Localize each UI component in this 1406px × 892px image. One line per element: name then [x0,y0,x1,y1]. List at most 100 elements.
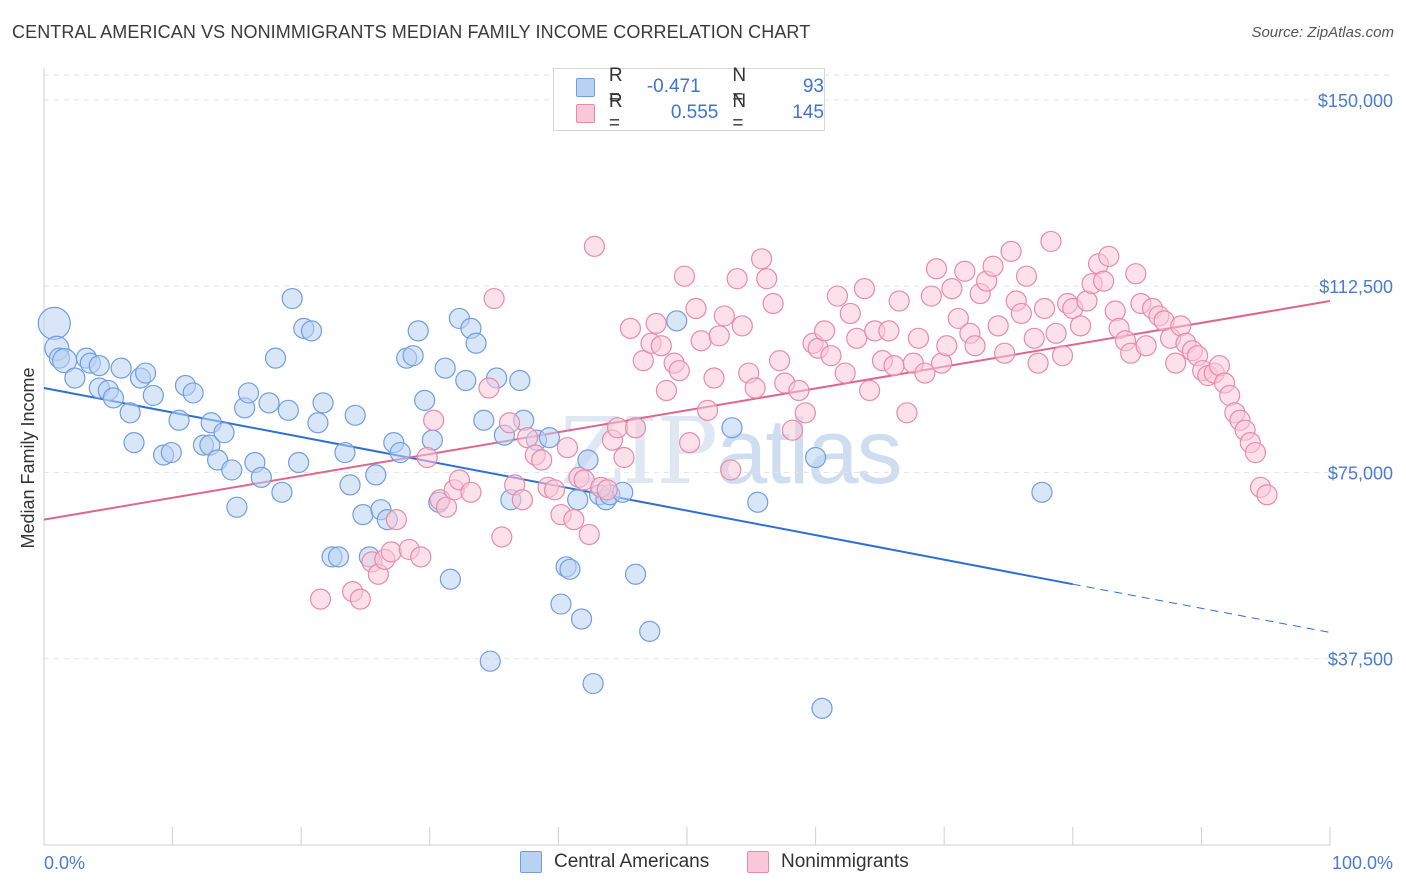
legend-n-value: 145 [792,102,824,123]
data-point [559,558,581,580]
data-point [134,362,157,384]
data-point [435,496,458,518]
data-point [509,369,531,392]
legend-r-label: R = [608,65,623,108]
data-point [344,404,366,426]
data-point [964,335,986,357]
data-point [516,427,539,449]
data-point [668,359,690,382]
data-point [465,332,487,354]
legend-r-value: 0.555 [670,102,719,123]
data-point [258,392,280,414]
data-point [920,285,942,307]
data-point [385,509,407,531]
data-point [708,325,730,347]
y-tick-label: $112,500 [1319,277,1393,297]
data-point [410,546,432,568]
data-point [1135,335,1157,357]
data-point [1045,322,1067,344]
data-point [389,441,411,464]
data-point [288,451,310,474]
data-point [498,412,521,434]
data-point [414,389,436,411]
legend-n-value: 93 [802,76,824,97]
data-point [632,350,654,372]
data-point [582,672,604,695]
x-tick-label-max: 100.0% [1332,853,1393,873]
data-point [878,320,900,342]
data-point [110,357,132,379]
data-point [583,235,606,257]
data-point [1000,240,1022,262]
legend-row-nonimmigrants: R = 0.555 N = 145 [576,91,824,134]
series-central-americans [37,287,1053,719]
data-point [713,305,735,327]
data-point [853,278,876,300]
data-point [213,422,235,444]
data-point [794,402,816,424]
data-point [982,255,1004,277]
data-point [624,417,647,439]
data-point [834,362,856,384]
data-point [543,479,566,501]
bottom-legend-label: Nonimmigrants [781,851,909,872]
data-point [839,302,861,325]
data-point [987,315,1009,337]
data-point [678,432,701,454]
axes [43,68,1331,846]
data-point [277,399,299,421]
data-point [160,441,182,464]
data-point [550,593,572,615]
data-point [182,382,204,404]
data-point [473,409,495,431]
data-point [1069,315,1092,337]
legend-n-label: N = [732,65,747,108]
data-point [250,466,272,488]
data-points [37,230,1278,719]
data-point [896,402,918,424]
grid-lines [44,74,1392,660]
data-point [221,459,243,481]
data-point [781,419,804,441]
data-point [888,290,910,312]
data-point [690,330,712,352]
data-point [37,306,71,340]
data-point [237,382,260,404]
data-point [309,588,332,610]
data-point [731,315,753,337]
data-point [1010,302,1032,325]
data-point [655,379,678,402]
data-point [1051,345,1074,367]
data-point [578,523,600,546]
data-point [846,327,868,349]
data-point [1125,263,1147,285]
correlation-legend: R = -0.471 N = 93 R = 0.555 N = 145 [553,65,825,134]
data-point [936,335,958,357]
data-point [720,459,742,481]
data-point [639,620,661,642]
data-point [1244,441,1267,464]
data-point [954,260,976,282]
bottom-swatch-blue [520,851,542,873]
data-point [570,608,593,630]
data-point [478,377,500,399]
data-point [226,496,248,518]
data-point [567,489,589,511]
data-point [142,384,164,407]
legend-r-value: -0.471 [646,76,701,97]
data-point [1104,300,1126,322]
data-point [696,399,719,421]
data-point [271,481,293,503]
data-point [416,446,438,469]
data-point [994,342,1016,364]
data-point [606,417,629,439]
data-point [538,427,560,449]
data-point [123,432,145,454]
data-point [859,379,881,402]
data-point [768,350,791,372]
y-tick-label: $37,500 [1328,650,1393,670]
data-point [264,347,287,369]
data-point [619,317,642,339]
data-point [1040,230,1062,253]
